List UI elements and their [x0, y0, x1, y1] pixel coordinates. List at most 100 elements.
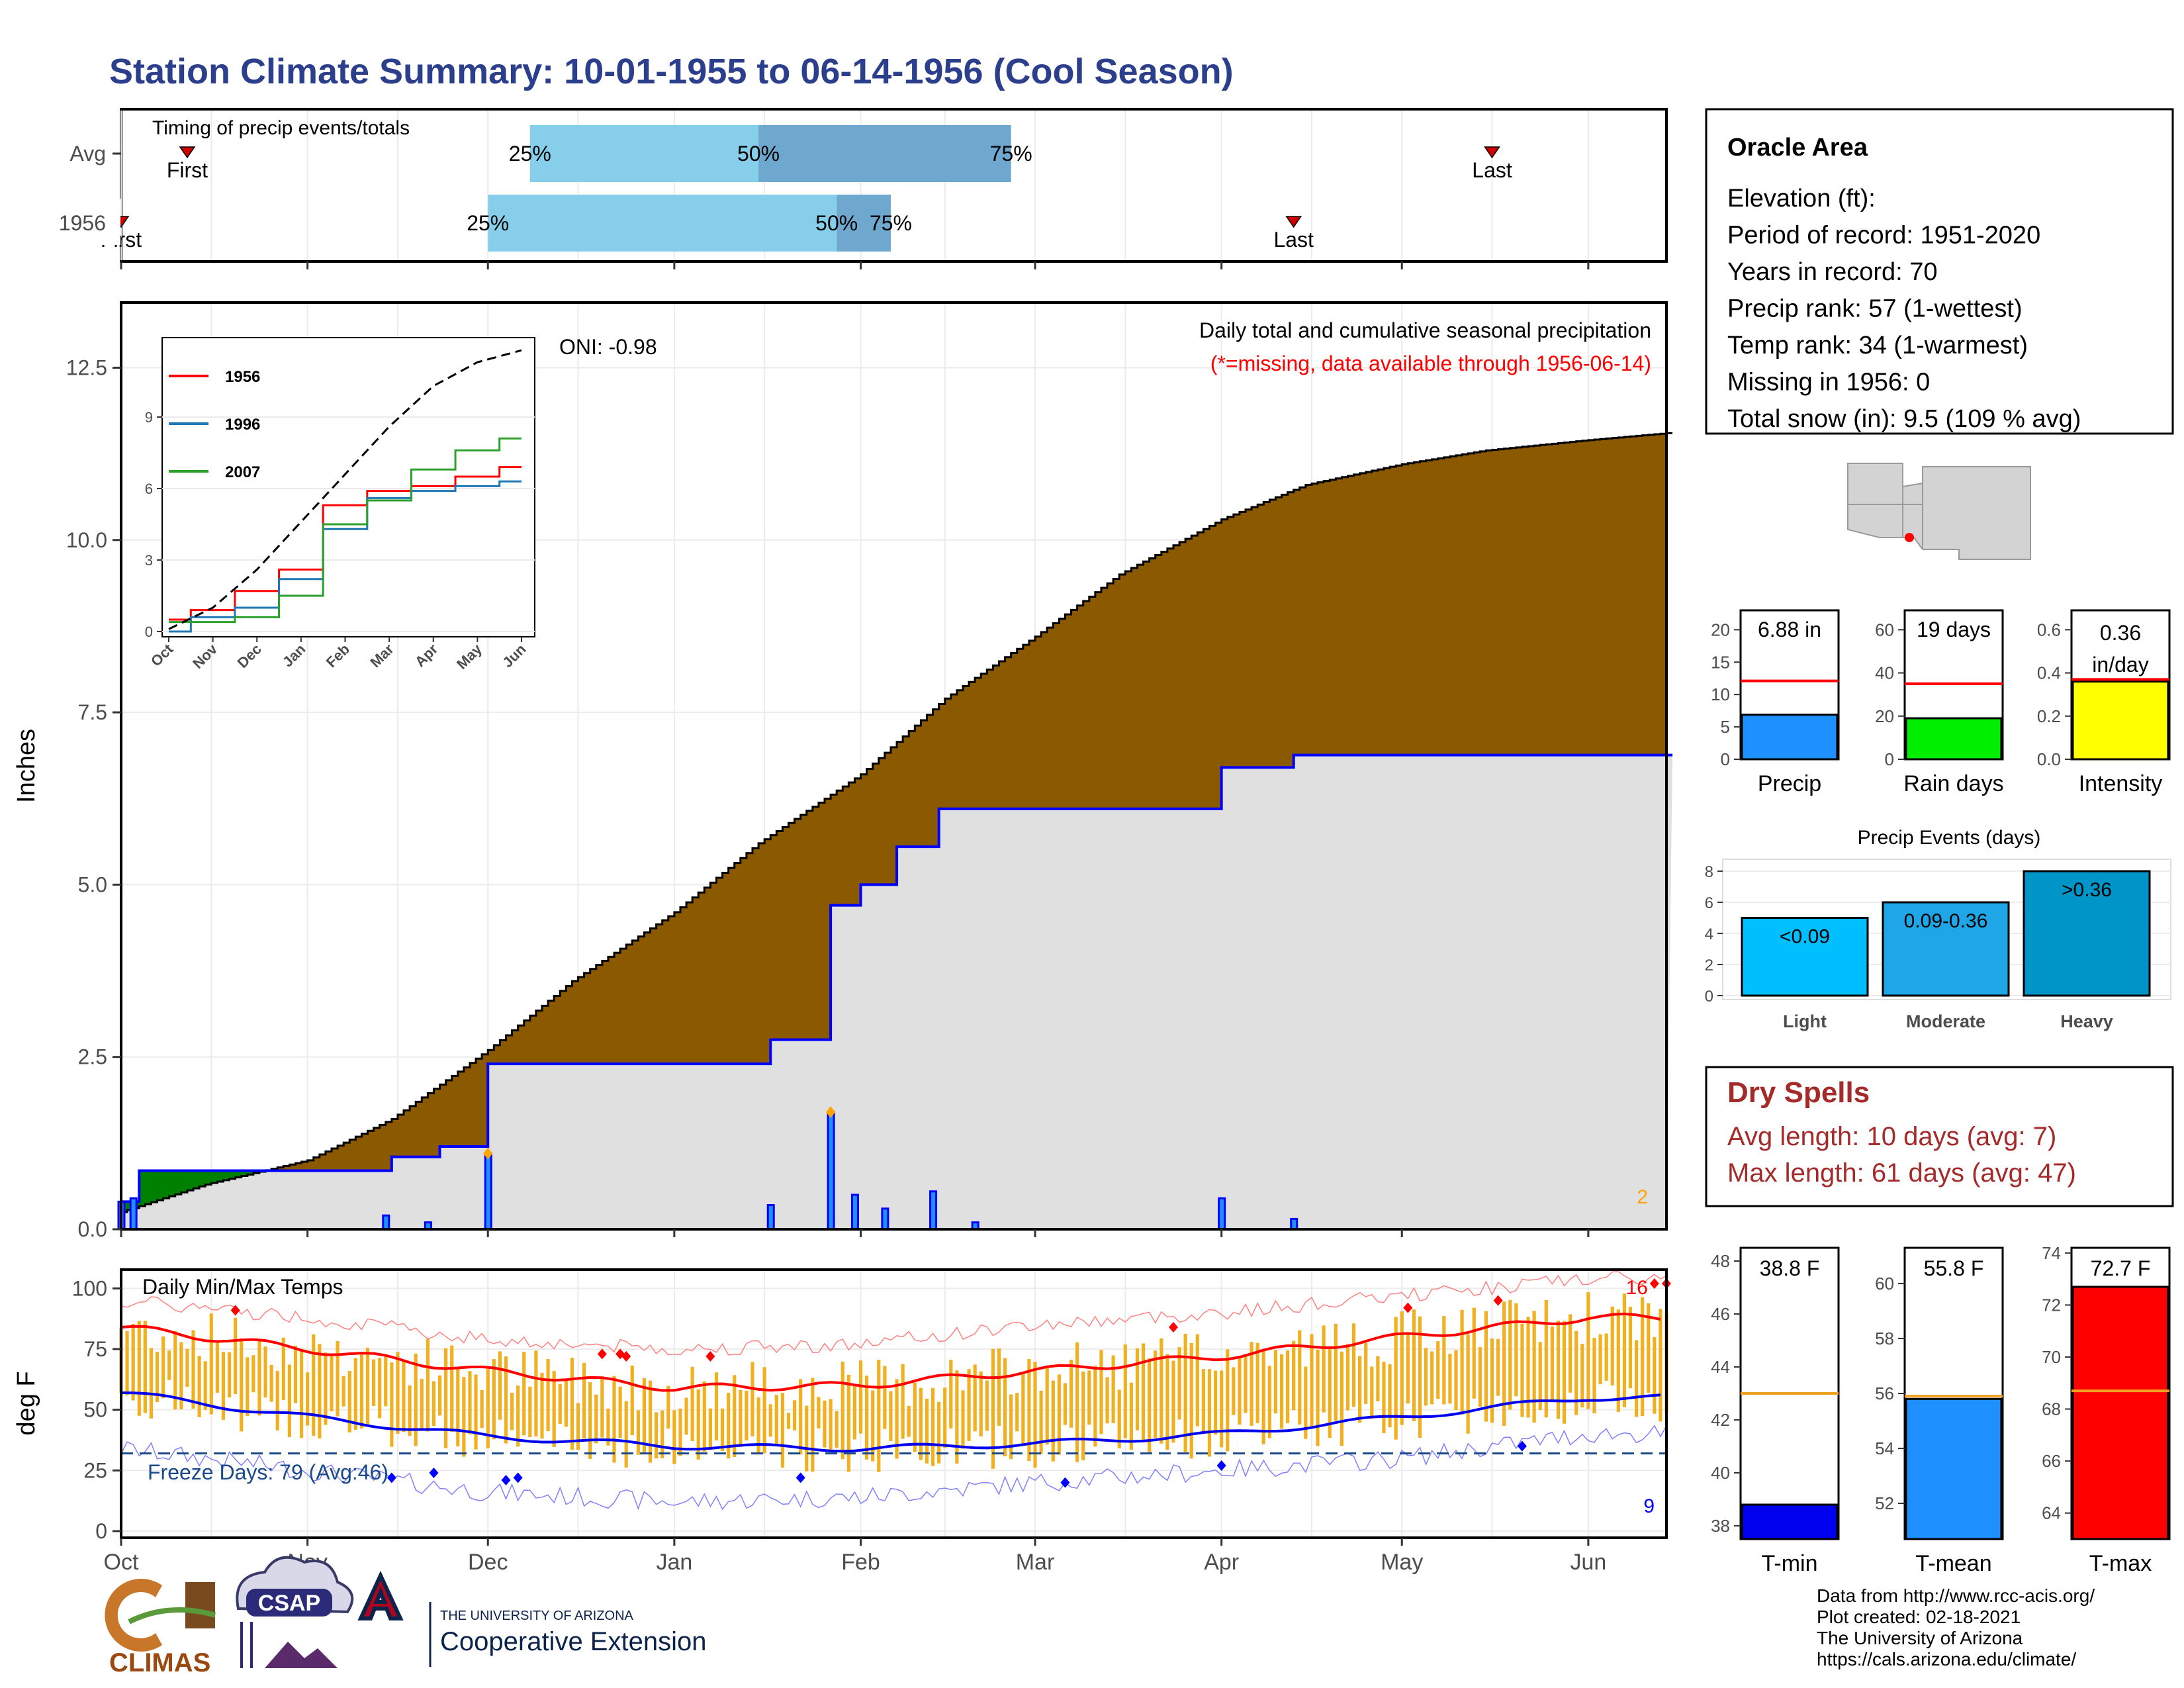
daily-temp-bar: [306, 1372, 310, 1426]
daily-temp-bar: [203, 1361, 207, 1410]
record-low-marker: [429, 1468, 439, 1478]
daily-temp-bar: [281, 1337, 285, 1400]
average-cumulative-line: [121, 432, 1673, 1213]
daily-temp-bar: [137, 1321, 141, 1416]
record-low-marker: [1517, 1440, 1527, 1452]
oni-value: ONI: -0.98: [559, 335, 657, 359]
events-bar-label: <0.09: [1780, 926, 1830, 948]
daily-temp-bar: [390, 1362, 394, 1447]
temp-panel: Daily Min/Max Temps Freeze Days: 79 (Avg…: [13, 1268, 1671, 1575]
daily-temp-bar: [456, 1368, 460, 1446]
temp-ytick-label: 0: [95, 1519, 107, 1543]
daily-temp-bar: [925, 1399, 929, 1464]
temp-summary-ytick-label: 52: [1875, 1493, 1894, 1513]
summary-bar-ytick-label: 0.4: [2037, 663, 2061, 683]
daily-temp-bar: [1171, 1360, 1175, 1443]
daily-temp-bar: [1250, 1342, 1253, 1426]
observed-cumulative-line: [121, 753, 1673, 1203]
daily-temp-bar: [408, 1385, 412, 1436]
daily-temp-bar: [1659, 1309, 1662, 1422]
summary-bar-name: Precip: [1758, 771, 1821, 796]
daily-temp-bar: [125, 1331, 129, 1396]
daily-temp-bar: [714, 1372, 719, 1441]
daily-temp-bar: [745, 1390, 749, 1441]
daily-temp-bar: [805, 1405, 809, 1472]
daily-temp-bar: [365, 1347, 370, 1426]
station-info-line: Temp rank: 34 (1-warmest): [1727, 332, 2028, 359]
temp-ytick-label: 25: [83, 1458, 107, 1482]
daily-temp-bar: [257, 1338, 261, 1416]
daily-temp-bar: [1550, 1326, 1554, 1402]
inset-series-2007: [169, 437, 522, 624]
events-ytick-label: 0: [1705, 988, 1713, 1006]
daily-temp-bar: [1279, 1354, 1284, 1429]
daily-temp-bar: [1220, 1370, 1224, 1448]
daily-temp-bar: [341, 1376, 345, 1407]
record-low-marker: [513, 1472, 523, 1483]
daily-temp-bar: [1316, 1350, 1320, 1446]
daily-precip-bar: [382, 1214, 390, 1231]
daily-temp-bar: [1448, 1354, 1452, 1404]
timing-label-50: 50%: [737, 142, 780, 165]
daily-temp-bar: [1496, 1338, 1500, 1396]
daily-temp-bar: [973, 1364, 977, 1432]
daily-temp-bar: [1610, 1306, 1614, 1385]
daily-temp-bar: [1466, 1334, 1470, 1434]
record-high-marker: [597, 1348, 607, 1360]
precip-panel: Daily total and cumulative seasonal prec…: [13, 301, 1673, 1241]
temp-summary-ytick-label: 42: [1711, 1410, 1730, 1430]
record-high-marker: [1168, 1322, 1178, 1333]
daily-temp-bar: [630, 1365, 634, 1436]
daily-temp-bar: [756, 1397, 760, 1455]
timing-label-25: 25%: [509, 142, 551, 165]
daily-temp-bar: [576, 1403, 580, 1450]
precip-ytick-label: 2.5: [78, 1045, 107, 1069]
daily-temp-bar: [558, 1383, 562, 1425]
dry-spells-box: Dry Spells Avg length: 10 days (avg: 7) …: [1705, 1066, 2174, 1207]
daily-temp-bar: [991, 1348, 995, 1469]
timing-row-label: Avg: [69, 142, 106, 165]
dry-spells-max: Max length: 61 days (avg: 47): [1727, 1158, 2076, 1188]
daily-temp-bar: [1532, 1311, 1536, 1423]
daily-temp-bar: [1129, 1382, 1133, 1450]
daily-temp-bar: [287, 1364, 291, 1437]
daily-temp-bar: [1255, 1342, 1259, 1423]
daily-precip-bar: [766, 1204, 775, 1231]
daily-temp-bar: [835, 1411, 839, 1448]
daily-temp-bar: [1394, 1317, 1398, 1440]
daily-temp-bar: [739, 1389, 743, 1448]
temp-summary-t-mean: 52 54 56 58 60 55.8 F T-mean: [1875, 1246, 2004, 1576]
daily-temp-bar: [1051, 1380, 1055, 1462]
daily-temp-bar: [901, 1364, 905, 1439]
temp-summary-ytick-label: 58: [1875, 1329, 1894, 1348]
daily-temp-bar: [642, 1378, 647, 1453]
daily-temp-bar: [1189, 1343, 1193, 1459]
daily-precip-bar: [850, 1194, 859, 1231]
daily-temp-bar: [1502, 1301, 1506, 1426]
daily-temp-bar: [1653, 1337, 1657, 1414]
dry-spells-title: Dry Spells: [1727, 1076, 1870, 1109]
timing-label-50: 50%: [815, 211, 858, 235]
daily-temp-bar: [1364, 1342, 1368, 1404]
daily-temp-bar: [1538, 1342, 1542, 1410]
inset-series-average: [168, 349, 522, 630]
daily-temp-bar: [1351, 1323, 1356, 1407]
page-title: Station Climate Summary: 10-01-1955 to 0…: [109, 52, 1234, 91]
record-low-marker: [1216, 1460, 1226, 1471]
daily-temp-bar: [1039, 1390, 1043, 1454]
precip-ytick-label: 5.0: [78, 872, 107, 896]
temp-summary-t-min: 38 40 42 44 46 48 38.8 F T-min: [1711, 1246, 1840, 1576]
timing-label-75: 75%: [870, 211, 912, 235]
last-event-label: Last: [1472, 158, 1512, 182]
daily-temp-bar: [437, 1375, 442, 1416]
last-event-marker: [1285, 216, 1302, 228]
footer-line: Plot created: 02-18-2021: [1817, 1607, 2021, 1627]
daily-temp-bar: [1598, 1334, 1602, 1385]
daily-temp-bar: [1526, 1317, 1530, 1418]
temp-summary-ytick-label: 60: [1875, 1274, 1894, 1293]
daily-temp-bar: [396, 1352, 400, 1434]
daily-temp-bar: [1226, 1349, 1230, 1452]
daily-temp-bar: [1105, 1377, 1109, 1424]
daily-temp-bar: [570, 1358, 574, 1450]
